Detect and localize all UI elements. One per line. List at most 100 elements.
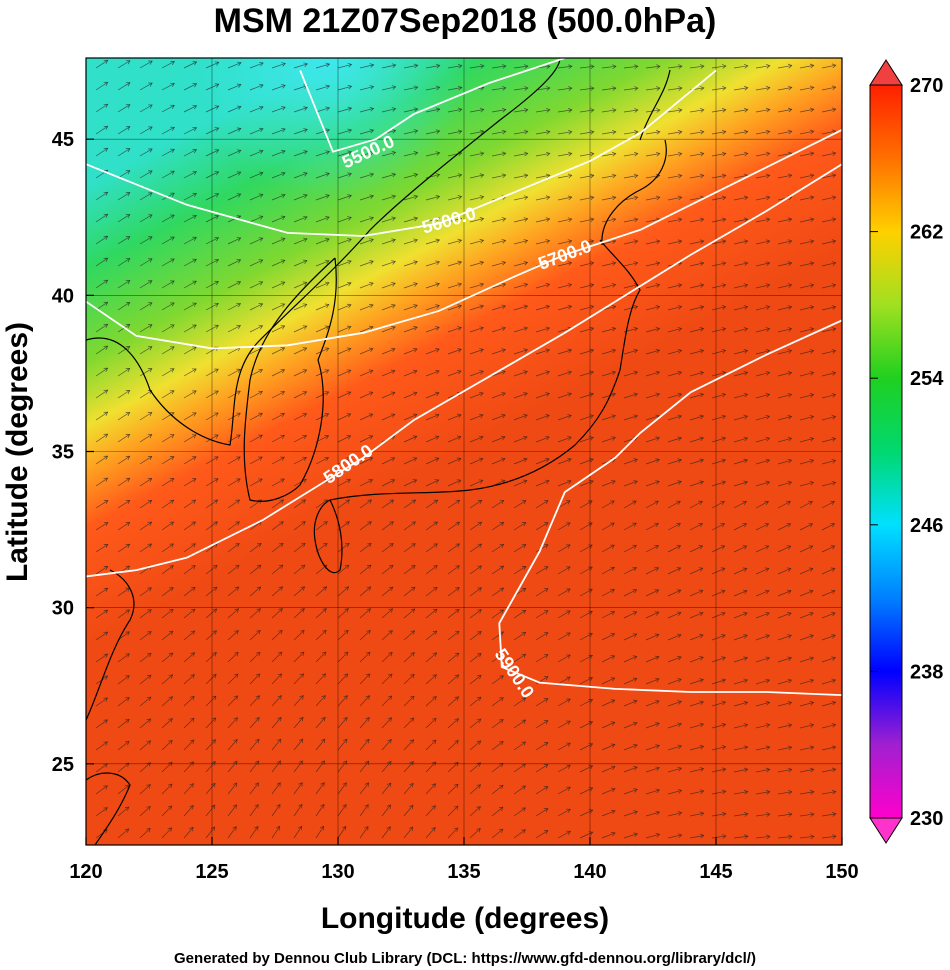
- wind-arrowhead: [412, 479, 418, 484]
- wind-arrowhead: [147, 652, 152, 658]
- wind-streamline: [513, 763, 526, 773]
- wind-arrowhead: [786, 500, 791, 506]
- wind-arrowhead: [699, 217, 705, 223]
- wind-arrowhead: [721, 239, 727, 245]
- wind-arrowhead: [214, 390, 219, 395]
- wind-streamline: [491, 283, 506, 289]
- wind-arrowhead: [612, 64, 617, 70]
- wind-streamline: [139, 674, 152, 685]
- wind-streamline: [249, 150, 264, 157]
- wind-streamline: [227, 347, 241, 355]
- wind-arrowhead: [412, 413, 418, 418]
- wind-streamline: [381, 543, 394, 553]
- wind-arrowhead: [588, 500, 593, 505]
- wind-arrowhead: [831, 371, 837, 376]
- wind-arrowhead: [321, 695, 326, 700]
- wind-arrowhead: [632, 522, 637, 527]
- wind-streamline: [491, 458, 506, 465]
- wind-arrowhead: [765, 217, 771, 223]
- wind-arrowhead: [391, 129, 397, 134]
- wind-arrowhead: [147, 302, 153, 307]
- wind-streamline: [535, 371, 550, 377]
- wind-streamline: [579, 371, 594, 377]
- wind-streamline: [359, 586, 371, 597]
- wind-streamline: [139, 82, 153, 91]
- wind-streamline: [711, 371, 726, 377]
- wind-streamline: [117, 522, 130, 531]
- wind-arrowhead: [192, 258, 197, 263]
- wind-streamline: [689, 262, 704, 267]
- wind-streamline: [799, 769, 814, 773]
- wind-streamline: [139, 346, 153, 355]
- wind-arrowhead: [743, 327, 749, 332]
- wind-arrowhead: [103, 213, 109, 218]
- wind-streamline: [117, 346, 130, 355]
- wind-arrowhead: [523, 304, 529, 310]
- wind-arrowhead: [765, 414, 771, 420]
- wind-arrowhead: [431, 739, 437, 745]
- wind-arrowhead: [477, 565, 483, 570]
- wind-arrowhead: [259, 83, 264, 89]
- wind-streamline: [469, 283, 484, 289]
- wind-arrowhead: [369, 303, 374, 309]
- wind-streamline: [535, 109, 550, 113]
- wind-streamline: [645, 306, 660, 311]
- wind-streamline: [95, 213, 108, 223]
- wind-arrowhead: [125, 104, 131, 109]
- wind-arrowhead: [499, 500, 505, 505]
- wind-streamline: [161, 324, 175, 333]
- wind-arrowhead: [347, 281, 352, 287]
- wind-arrowhead: [431, 761, 437, 766]
- wind-streamline: [293, 216, 308, 223]
- wind-arrowhead: [432, 674, 437, 679]
- wind-arrowhead: [322, 608, 327, 613]
- wind-streamline: [513, 174, 528, 179]
- wind-arrowhead: [676, 522, 682, 528]
- wind-streamline: [425, 652, 437, 663]
- wind-arrowhead: [125, 346, 131, 351]
- wind-arrowhead: [831, 458, 837, 464]
- wind-arrowhead: [369, 106, 375, 112]
- wind-streamline: [139, 609, 152, 619]
- x-tick-label: 130: [321, 861, 354, 883]
- wind-arrowhead: [677, 239, 683, 245]
- wind-streamline: [469, 174, 484, 179]
- wind-streamline: [799, 86, 814, 91]
- wind-arrowhead: [521, 566, 527, 571]
- wind-arrowhead: [611, 239, 617, 244]
- wind-streamline: [645, 611, 659, 619]
- wind-streamline: [403, 414, 417, 421]
- wind-arrowhead: [543, 544, 549, 549]
- wind-arrowhead: [103, 147, 109, 153]
- wind-arrowhead: [765, 349, 771, 354]
- wind-streamline: [139, 236, 153, 245]
- wind-streamline: [139, 258, 153, 267]
- wind-arrowhead: [479, 304, 484, 309]
- wind-streamline: [689, 723, 704, 729]
- wind-streamline: [315, 521, 328, 531]
- wind-streamline: [139, 126, 153, 135]
- wind-arrowhead: [366, 629, 371, 635]
- wind-streamline: [601, 349, 616, 355]
- wind-arrowhead: [787, 414, 793, 420]
- wind-streamline: [579, 240, 594, 245]
- wind-streamline: [447, 805, 459, 817]
- x-tick-label: 120: [69, 861, 102, 883]
- wind-arrowhead: [655, 326, 661, 332]
- wind-arrowhead: [388, 586, 394, 591]
- wind-arrowhead: [411, 521, 416, 526]
- wind-streamline: [579, 393, 594, 399]
- wind-streamline: [249, 106, 264, 113]
- wind-streamline: [579, 787, 593, 795]
- wind-streamline: [381, 586, 393, 597]
- wind-arrowhead: [831, 107, 837, 113]
- wind-streamline: [227, 478, 241, 487]
- wind-arrowhead: [343, 673, 349, 678]
- wind-streamline: [403, 826, 414, 839]
- wind-arrowhead: [721, 745, 727, 750]
- wind-arrowhead: [743, 745, 749, 750]
- wind-arrowhead: [677, 458, 682, 463]
- wind-arrowhead: [543, 676, 549, 681]
- wind-streamline: [601, 677, 615, 685]
- wind-arrowhead: [765, 129, 771, 135]
